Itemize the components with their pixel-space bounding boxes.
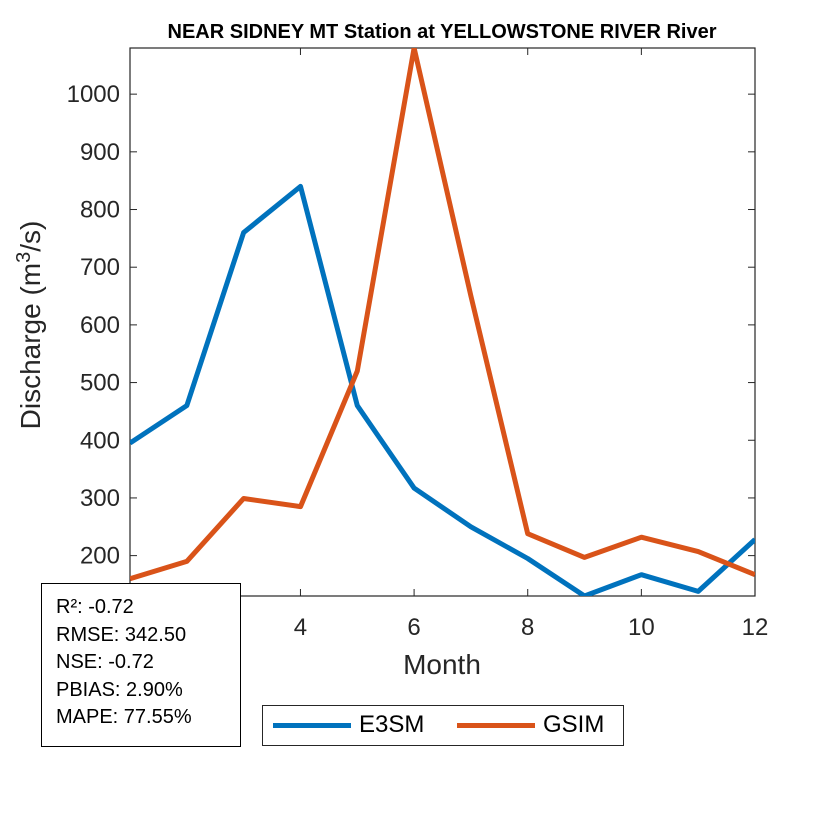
legend-label-gsim: GSIM xyxy=(543,711,605,738)
y-tick-label: 300 xyxy=(80,485,120,512)
y-axis-title-end: /s) xyxy=(15,221,46,252)
plot-frame xyxy=(129,47,756,597)
stat-pbias: PBIAS: 2.90% xyxy=(56,678,183,701)
y-tick-label: 200 xyxy=(80,543,120,570)
legend: E3SM GSIM xyxy=(262,705,624,746)
y-axis-title-superscript: 3 xyxy=(13,252,35,263)
plot-area: 200 300 400 500 600 700 800 900 1000 4 6 8 10 12 xyxy=(67,47,769,641)
x-tick-label: 10 xyxy=(628,614,655,641)
x-axis-title: Month xyxy=(403,649,481,680)
legend-swatch-e3sm xyxy=(273,722,351,728)
x-tick-label: 8 xyxy=(521,614,534,641)
legend-label-e3sm: E3SM xyxy=(359,711,425,738)
legend-swatch-gsim xyxy=(457,722,535,728)
y-tick-label: 800 xyxy=(80,197,120,224)
stats-box: R²: -0.72 RMSE: 342.50 NSE: -0.72 PBIAS:… xyxy=(41,583,241,747)
stat-rmse: RMSE: 342.50 xyxy=(56,623,187,646)
y-tick-label: 600 xyxy=(80,312,120,339)
y-tick-label: 400 xyxy=(80,427,120,454)
stat-mape: MAPE: 77.55% xyxy=(56,706,192,728)
chart-title: NEAR SIDNEY MT Station at YELLOWSTONE RI… xyxy=(168,21,717,43)
series-line-gsim xyxy=(130,48,755,582)
y-tick-label: 700 xyxy=(80,254,120,281)
y-tick-label: 500 xyxy=(80,370,120,397)
y-tick-label: 900 xyxy=(80,139,120,166)
y-tick-label: 1000 xyxy=(67,81,120,108)
x-tick-label: 4 xyxy=(294,614,307,641)
stat-r2: R²: -0.72 xyxy=(56,596,134,618)
stat-nse: NSE: -0.72 xyxy=(56,651,154,673)
legend-item-e3sm: E3SM xyxy=(273,706,424,744)
y-axis-title-main: Discharge (m xyxy=(15,263,46,429)
series-line-e3sm xyxy=(130,183,755,596)
legend-item-gsim: GSIM xyxy=(457,706,604,744)
x-tick-label: 12 xyxy=(742,614,769,641)
x-tick-label: 6 xyxy=(407,614,420,641)
y-axis-title: Discharge (m3/s) xyxy=(13,221,46,430)
